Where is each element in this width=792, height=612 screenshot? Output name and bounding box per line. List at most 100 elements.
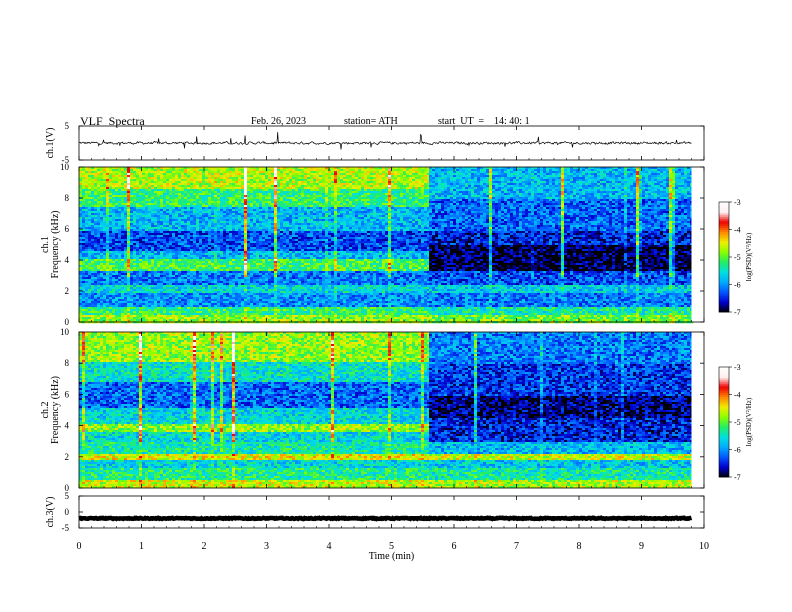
ch1-spec-cell bbox=[127, 285, 130, 287]
ch1-spec-cell bbox=[121, 263, 124, 265]
ch1-spec-cell bbox=[100, 225, 103, 227]
ch1-spec-cell bbox=[124, 269, 127, 271]
ch1-spec-cell bbox=[145, 271, 148, 273]
ch1-spec-cell bbox=[145, 269, 148, 271]
ch1-spec-cell bbox=[103, 297, 106, 299]
ch1-spec-cell bbox=[115, 243, 118, 245]
ch1-spec-cell bbox=[100, 171, 103, 173]
ch1-spec-cell bbox=[109, 277, 112, 279]
ch1-spec-cell bbox=[148, 225, 151, 227]
ch1-spec-cell bbox=[79, 315, 82, 317]
ch1-spec-cell bbox=[142, 311, 145, 313]
ch1-spec-cell bbox=[94, 309, 97, 311]
ch1-spec-cell bbox=[88, 227, 91, 229]
ch1-spec-cell bbox=[136, 231, 139, 233]
ch1-spec-cell bbox=[142, 319, 145, 321]
ch1-spec-cell bbox=[91, 313, 94, 315]
ch1-spec-cell bbox=[103, 263, 106, 265]
ch1-spec-cell bbox=[79, 219, 82, 221]
ch1-spec-cell bbox=[103, 231, 106, 233]
ch1-spec-cell bbox=[112, 233, 115, 235]
ch1-spec-cell bbox=[127, 293, 130, 295]
ch1-spec-cell bbox=[139, 313, 142, 315]
ch1-spec-cell bbox=[106, 213, 109, 215]
ch1-spec-cell bbox=[103, 261, 106, 263]
ch1-spec-cell bbox=[106, 271, 109, 273]
ch1-spec-cell bbox=[127, 179, 130, 181]
ch1-spec-cell bbox=[112, 265, 115, 267]
ch1-spec-cell bbox=[151, 193, 154, 195]
ch1-spec-cell bbox=[124, 275, 127, 277]
ch1-spec-cell bbox=[115, 193, 118, 195]
ch1-spec-cell bbox=[118, 197, 121, 199]
ch1-spec-cell bbox=[79, 221, 82, 223]
ch1-spec-cell bbox=[127, 211, 130, 213]
ch1-spec-cell bbox=[145, 283, 148, 285]
ch1-spec-cell bbox=[88, 185, 91, 187]
ch1-spec-cell bbox=[139, 229, 142, 231]
ch1-spec-cell bbox=[121, 173, 124, 175]
ch1-spec-cell bbox=[100, 199, 103, 201]
ch1-spec-cell bbox=[121, 187, 124, 189]
ch1-spec-cell bbox=[115, 309, 118, 311]
ch1-spec-cell bbox=[94, 265, 97, 267]
ch1-spec-cell bbox=[88, 253, 91, 255]
ch1-spec-cell bbox=[139, 295, 142, 297]
ch1-ylabel-line-0: ch.1(V) bbox=[45, 128, 56, 159]
ch1-spec-cell bbox=[148, 267, 151, 269]
ch1-spec-cell bbox=[79, 191, 82, 193]
ch1-spec-cell bbox=[127, 299, 130, 301]
ch1-spec-cell bbox=[139, 255, 142, 257]
ch1-spec-cell bbox=[145, 213, 148, 215]
ch1-spec-cell bbox=[112, 297, 115, 299]
ch1-spec-cell bbox=[85, 287, 88, 289]
ch1-spec-cell bbox=[97, 317, 100, 319]
ch1-spec-cell bbox=[148, 207, 151, 209]
ch1-spec-cell bbox=[94, 245, 97, 247]
ch1-spec-cell bbox=[100, 247, 103, 249]
ch1-spec-cell bbox=[106, 317, 109, 319]
ch1-spec-cell bbox=[145, 311, 148, 313]
ch1-spec-cell bbox=[85, 257, 88, 259]
ch1-spec-cell bbox=[124, 311, 127, 313]
ch1-spec-cell bbox=[82, 277, 85, 279]
ch1-spec-cell bbox=[151, 277, 154, 279]
ch1-spec-cell bbox=[130, 215, 133, 217]
ch1-spec-cell bbox=[151, 201, 154, 203]
ch1-spec-cell bbox=[91, 279, 94, 281]
ch1-spec-cell bbox=[121, 317, 124, 319]
ch1-spec-cell bbox=[121, 295, 124, 297]
ch1-spec-cell bbox=[148, 291, 151, 293]
ch1-spec-cell bbox=[133, 317, 136, 319]
ch1-spec-cell bbox=[79, 215, 82, 217]
ch1-spec-cell bbox=[100, 261, 103, 263]
ch1-spec-cell bbox=[109, 233, 112, 235]
ch1-spec-cell bbox=[145, 177, 148, 179]
ch1-spec-cell bbox=[148, 319, 151, 321]
ch1-spec-cell bbox=[142, 177, 145, 179]
ch1-spec-cell bbox=[127, 177, 130, 179]
ch1-spec-cell bbox=[127, 217, 130, 219]
ch1-spec-cell bbox=[115, 283, 118, 285]
ch1-spec-cell bbox=[109, 235, 112, 237]
ch1-spec-cell bbox=[103, 207, 106, 209]
ch1-spec-cell bbox=[97, 265, 100, 267]
ch1-spec-cell bbox=[103, 203, 106, 205]
ch1-spec-cell bbox=[121, 183, 124, 185]
ch1-spec-cell bbox=[88, 309, 91, 311]
ch1-spec-cell bbox=[106, 241, 109, 243]
ch1-spec-cell bbox=[151, 239, 154, 241]
ch1-spec-cell bbox=[97, 247, 100, 249]
ch1-spec-cell bbox=[121, 171, 124, 173]
ch1-spec-cell bbox=[130, 301, 133, 303]
ch1-spec-cell bbox=[118, 257, 121, 259]
ch1-spec-cell bbox=[136, 223, 139, 225]
ch1-spec-cell bbox=[136, 257, 139, 259]
ch1-spec-cell bbox=[112, 277, 115, 279]
ch1-spec-cell bbox=[136, 189, 139, 191]
ch1-spec-cell bbox=[100, 263, 103, 265]
ch1-spec-cell bbox=[94, 249, 97, 251]
ch1-spec-cell bbox=[121, 237, 124, 239]
ch1-spec-cell bbox=[121, 179, 124, 181]
